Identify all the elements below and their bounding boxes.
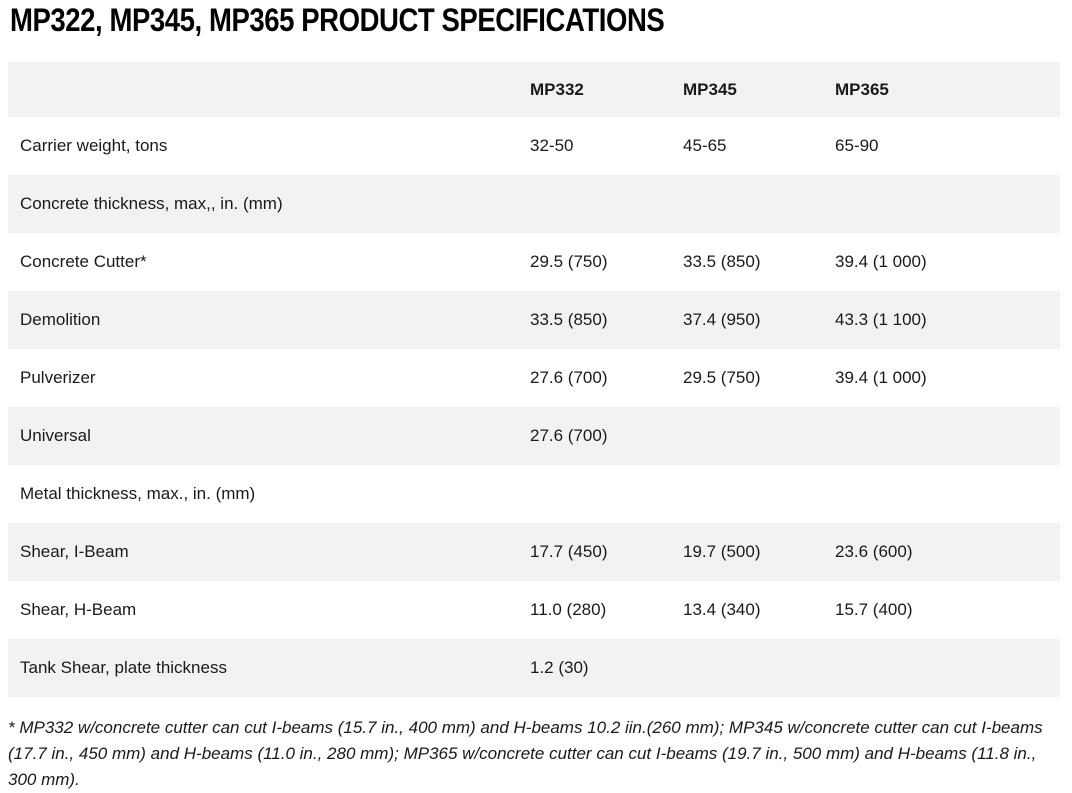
row-value: 19.7 (500): [683, 542, 761, 561]
row-value: 33.5 (850): [683, 252, 761, 271]
spec-table-body: Carrier weight, tons 32-50 45-65 65-90 Concr…: [8, 117, 1060, 697]
row-label: Concrete thickness, max,, in. (mm): [20, 194, 283, 213]
row-value: 37.4 (950): [683, 310, 761, 329]
row-value: 17.7 (450): [530, 542, 608, 561]
column-header-mp332: MP332: [530, 79, 584, 99]
row-label: Demolition: [20, 310, 101, 329]
row-value: 13.4 (340): [683, 600, 761, 619]
row-value: 1.2 (30): [530, 658, 589, 677]
row-value: [683, 407, 835, 465]
row-value: [683, 639, 835, 697]
row-value: 29.5 (750): [683, 368, 761, 387]
row-value: 15.7 (400): [835, 600, 913, 619]
row-value: [530, 175, 683, 233]
row-value: [835, 639, 1060, 697]
section-row: Metal thickness, max., in. (mm): [8, 465, 1060, 523]
row-value: 65-90: [835, 136, 879, 155]
footnote: * MP332 w/concrete cutter can cut I-beam…: [8, 718, 1043, 789]
table-row: Shear, I-Beam 17.7 (450) 19.7 (500) 23.6 (6…: [8, 523, 1060, 581]
spec-table-header: MP332 MP345 MP365: [8, 62, 1060, 117]
row-label: Pulverizer: [20, 368, 96, 387]
row-value: 11.0 (280): [530, 600, 607, 619]
row-value: [835, 175, 1060, 233]
row-value: [683, 175, 835, 233]
row-value: 29.5 (750): [530, 252, 608, 271]
table-row: Concrete Cutter* 29.5 (750) 33.5 (850) 39.4…: [8, 233, 1060, 291]
row-label: Metal thickness, max., in. (mm): [20, 484, 256, 503]
row-value: 39.4 (1 000): [835, 252, 927, 271]
row-value: 23.6 (600): [835, 542, 913, 561]
row-value: 45-65: [683, 136, 727, 155]
table-row: Tank Shear, plate thickness 1.2 (30): [8, 639, 1060, 697]
table-row: Carrier weight, tons 32-50 45-65 65-90: [8, 117, 1060, 175]
row-value: [683, 465, 835, 523]
row-value: [835, 407, 1060, 465]
row-label: Concrete Cutter*: [20, 252, 147, 271]
row-label: Shear, H-Beam: [20, 600, 137, 619]
column-header-mp365: MP365: [835, 79, 889, 99]
row-value: 27.6 (700): [530, 426, 608, 445]
spec-table: MP332 MP345 MP365 Carrier weight, tons 32…: [8, 62, 1060, 697]
column-header-mp345: MP345: [683, 79, 737, 99]
table-row: Pulverizer 27.6 (700) 29.5 (750) 39.4 (1 00…: [8, 349, 1060, 407]
row-label: Universal: [20, 426, 91, 445]
row-value: [835, 465, 1060, 523]
row-value: [530, 465, 683, 523]
column-header-blank: [8, 62, 530, 117]
row-label: Tank Shear, plate thickness: [20, 658, 227, 677]
row-label: Carrier weight, tons: [20, 136, 168, 155]
row-value: 39.4 (1 000): [835, 368, 927, 387]
table-row: Shear, H-Beam 11.0 (280) 13.4 (340) 15.7 (4…: [8, 581, 1060, 639]
row-value: 43.3 (1 100): [835, 310, 927, 329]
row-value: 33.5 (850): [530, 310, 608, 329]
section-row: Concrete thickness, max,, in. (mm): [8, 175, 1060, 233]
row-value: 27.6 (700): [530, 368, 608, 387]
row-label: Shear, I-Beam: [20, 542, 129, 561]
header-row: MP332 MP345 MP365: [8, 62, 1060, 117]
table-row: Universal 27.6 (700): [8, 407, 1060, 465]
page-title: MP322, MP345, MP365 PRODUCT SPECIFICATIO…: [10, 2, 665, 38]
table-row: Demolition 33.5 (850) 37.4 (950) 43.3 (1 10…: [8, 291, 1060, 349]
row-value: 32-50: [530, 136, 574, 155]
